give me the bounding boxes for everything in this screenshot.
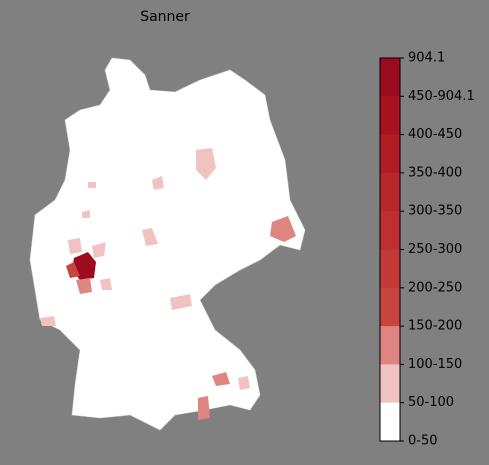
colorbar-segment: [380, 364, 400, 404]
colorbar-label: 904.1: [408, 51, 445, 66]
colorbar-segment: [380, 402, 400, 442]
region: [170, 294, 192, 310]
region: [88, 182, 96, 188]
region: [82, 210, 90, 218]
region: [66, 262, 80, 278]
colorbar-segment: [380, 249, 400, 289]
colorbar-label: 400-450: [408, 127, 462, 142]
colorbar-label: 100-150: [408, 357, 462, 372]
colorbar-label: 450-904.1: [408, 89, 475, 104]
region: [142, 228, 158, 246]
colorbar-label: 250-300: [408, 242, 462, 257]
colorbar-segment: [380, 134, 400, 174]
region: [198, 396, 210, 420]
colorbar-label: 200-250: [408, 280, 462, 295]
region: [76, 278, 92, 294]
colorbar-label: 0-50: [408, 434, 438, 449]
region: [68, 238, 82, 254]
region: [40, 316, 56, 326]
colorbar-segment: [380, 172, 400, 212]
colorbar-segment: [380, 287, 400, 327]
colorbar-segment: [380, 96, 400, 136]
region: [92, 242, 106, 258]
region: [196, 148, 216, 180]
region: [212, 372, 230, 386]
colorbar-label: 350-400: [408, 165, 462, 180]
region: [270, 216, 296, 242]
region: [238, 376, 250, 390]
region: [100, 278, 112, 290]
colorbar-segment: [380, 326, 400, 365]
region: [152, 176, 164, 190]
map-title: Sanner: [140, 9, 190, 25]
colorbar-label: 300-350: [408, 204, 462, 219]
colorbar-label: 150-200: [408, 319, 462, 334]
country-outline: [29, 57, 306, 431]
colorbar-segment: [380, 211, 400, 250]
colorbar-segment: [380, 58, 400, 97]
colorbar-label: 50-100: [408, 395, 454, 410]
map: [29, 57, 306, 431]
